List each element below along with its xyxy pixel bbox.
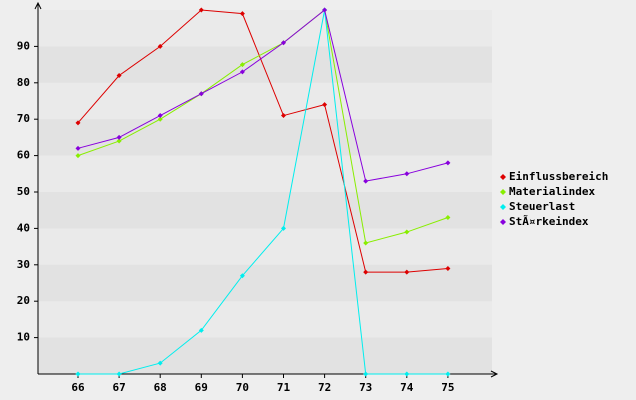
point	[281, 225, 286, 231]
series-line	[77, 9, 448, 273]
point	[198, 7, 204, 13]
legend-label: StÃ¤rkeindex	[509, 215, 589, 228]
point	[445, 265, 451, 271]
point	[363, 269, 369, 275]
y-tick-label: 50	[17, 185, 30, 198]
point	[239, 69, 245, 75]
x-tick-label: 68	[154, 381, 167, 394]
x-tick-label: 70	[236, 381, 249, 394]
point	[157, 116, 163, 122]
grid-band	[38, 82, 492, 120]
y-tick-label: 90	[17, 39, 30, 52]
y-tick-label: 20	[17, 294, 30, 307]
point	[363, 178, 369, 184]
legend-label: Steuerlast	[509, 200, 575, 213]
point	[75, 153, 81, 159]
y-tick-label: 60	[17, 149, 30, 162]
x-tick-label: 69	[195, 381, 208, 394]
x-tick-label: 73	[359, 381, 372, 394]
y-tick-label: 40	[17, 221, 30, 234]
x-tick-label: 72	[318, 381, 331, 394]
point	[404, 229, 410, 235]
point	[239, 11, 245, 17]
point	[75, 120, 81, 126]
point	[322, 102, 328, 108]
y-tick-label: 30	[17, 258, 30, 271]
x-tick-label: 71	[277, 381, 291, 394]
point	[322, 7, 328, 13]
point	[116, 134, 122, 140]
point	[239, 62, 245, 68]
grid-band	[38, 10, 492, 47]
point	[157, 43, 163, 49]
point	[404, 269, 410, 275]
legend-marker	[500, 204, 506, 210]
y-tick-label: 70	[17, 112, 30, 125]
series-line	[77, 9, 449, 182]
legend-marker	[500, 174, 506, 180]
point	[404, 171, 410, 177]
y-tick-label: 10	[17, 331, 30, 344]
point	[363, 371, 369, 377]
point	[198, 327, 204, 333]
point	[198, 91, 204, 97]
point	[445, 371, 451, 377]
legend-marker	[500, 189, 506, 195]
point	[157, 360, 163, 366]
point	[75, 371, 81, 377]
series-line	[78, 9, 448, 375]
y-tick-label: 80	[17, 76, 30, 89]
point	[75, 145, 81, 151]
point	[116, 73, 122, 79]
point	[239, 273, 245, 279]
legend-label: Einflussbereich	[509, 170, 608, 183]
point	[281, 113, 286, 119]
point	[157, 113, 163, 119]
grid-band	[38, 228, 492, 265]
legend-marker	[500, 219, 506, 225]
point	[404, 371, 410, 377]
x-tick-label: 75	[441, 381, 454, 394]
point	[363, 240, 369, 246]
grid-band	[38, 301, 492, 338]
point	[445, 214, 451, 220]
point	[445, 160, 451, 166]
legend-label: Materialindex	[509, 185, 595, 198]
x-axis-arrow	[490, 370, 499, 378]
grid-band	[38, 155, 492, 192]
point	[116, 371, 122, 377]
point	[281, 40, 286, 46]
x-tick-label: 74	[400, 381, 414, 394]
point	[116, 138, 122, 144]
x-tick-label: 67	[112, 381, 125, 394]
y-axis-arrow	[34, 1, 42, 10]
x-tick-label: 66	[71, 381, 85, 394]
series-line	[77, 9, 449, 244]
